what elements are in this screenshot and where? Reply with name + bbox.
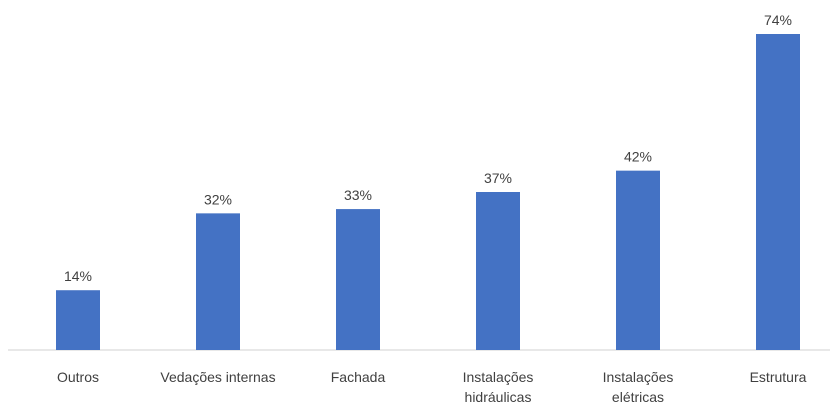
data-label-0: 14% — [64, 268, 92, 284]
category-label-0: Outros — [57, 369, 99, 385]
data-label-5: 74% — [764, 12, 792, 28]
category-label-line: Outros — [57, 369, 99, 385]
data-label-1: 32% — [204, 191, 232, 207]
bar-4 — [616, 170, 660, 350]
category-label-4: Instalações elétricas — [603, 369, 674, 405]
category-label-5: Estrutura — [750, 369, 807, 385]
category-label-3: Instalações hidráulicas — [463, 369, 534, 405]
bar-0 — [56, 290, 100, 350]
category-label-line: Estrutura — [750, 369, 807, 385]
data-label-3: 37% — [484, 170, 512, 186]
bar-1 — [196, 213, 240, 350]
category-label-line: Instalações — [603, 369, 674, 385]
category-label-line: hidráulicas — [465, 389, 532, 405]
bar-5 — [756, 34, 800, 350]
category-label-2: Fachada — [331, 369, 386, 385]
category-label-line: Fachada — [331, 369, 386, 385]
category-label-line: Instalações — [463, 369, 534, 385]
bars-group — [56, 34, 800, 350]
data-labels-group: 14% 32% 33% 37% 42% 74% — [64, 12, 792, 284]
data-label-4: 42% — [624, 149, 652, 165]
category-label-line: elétricas — [612, 389, 664, 405]
category-labels-group: Outros Vedações internas Fachada Instalaçõe… — [57, 369, 807, 405]
category-label-line: Vedações internas — [160, 369, 275, 385]
category-label-1: Vedações internas — [160, 369, 275, 385]
bar-3 — [476, 192, 520, 350]
data-label-2: 33% — [344, 187, 372, 203]
bar-2 — [336, 209, 380, 350]
